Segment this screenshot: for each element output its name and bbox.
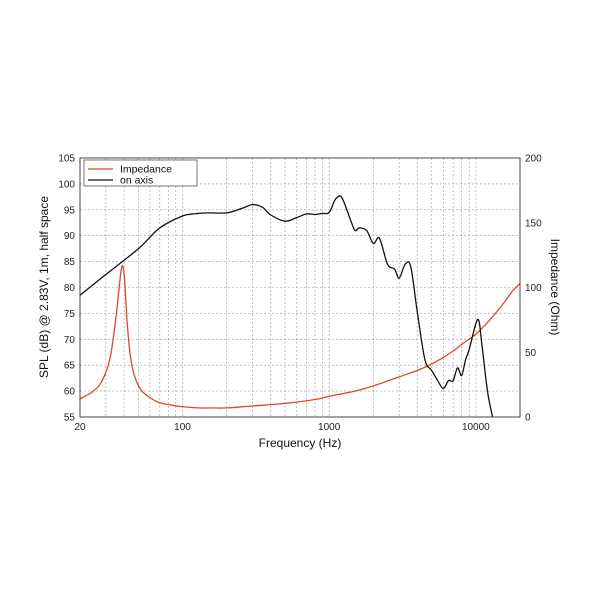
x-axis-label: Frequency (Hz)	[259, 436, 342, 450]
tick-labels: 55 60 65 70 75 80 85 90 95 100 105 0 50 100 150 200 20 10…	[58, 154, 542, 434]
legend-label-impedance: Impedance	[120, 164, 172, 176]
legend-box	[83, 159, 198, 187]
y-tick-label: 105	[58, 154, 75, 165]
y-tick-label: 60	[64, 387, 76, 398]
x-tick-label: 1000	[318, 422, 341, 433]
y-tick-label: 100	[58, 179, 75, 190]
legend-label-on-axis: on axis	[120, 175, 153, 187]
y2-tick-label: 50	[525, 348, 537, 359]
y-tick-label: 80	[64, 283, 76, 294]
y2-tick-label: 150	[525, 218, 542, 229]
y2-tick-label: 200	[525, 154, 542, 165]
x-tick-label: 10000	[462, 422, 490, 433]
series-line-on-axis	[79, 195, 494, 418]
series-line-impedance	[79, 264, 521, 409]
y2-tick-label: 0	[525, 413, 531, 424]
y-tick-label: 65	[64, 361, 76, 372]
y-tick-label: 90	[64, 231, 76, 242]
y-tick-label: 95	[64, 205, 76, 216]
y2-axis-label: Impedance (Ohm)	[548, 239, 562, 336]
series-layer	[79, 195, 521, 418]
y2-tick-label: 100	[525, 283, 542, 294]
y-axis-label: SPL (dB) @ 2.83V, 1m, half space	[37, 196, 51, 378]
y-tick-label: 85	[64, 257, 76, 268]
legend: Impedance on axis	[83, 159, 198, 187]
plot-frame	[79, 157, 521, 418]
x-tick-label: 100	[174, 422, 191, 433]
y-tick-label: 70	[64, 335, 76, 346]
plot-area-border	[79, 157, 521, 418]
y-tick-label: 55	[64, 413, 76, 424]
y-tick-label: 75	[64, 309, 76, 320]
grid	[80, 158, 520, 417]
x-tick-label: 20	[74, 422, 86, 433]
